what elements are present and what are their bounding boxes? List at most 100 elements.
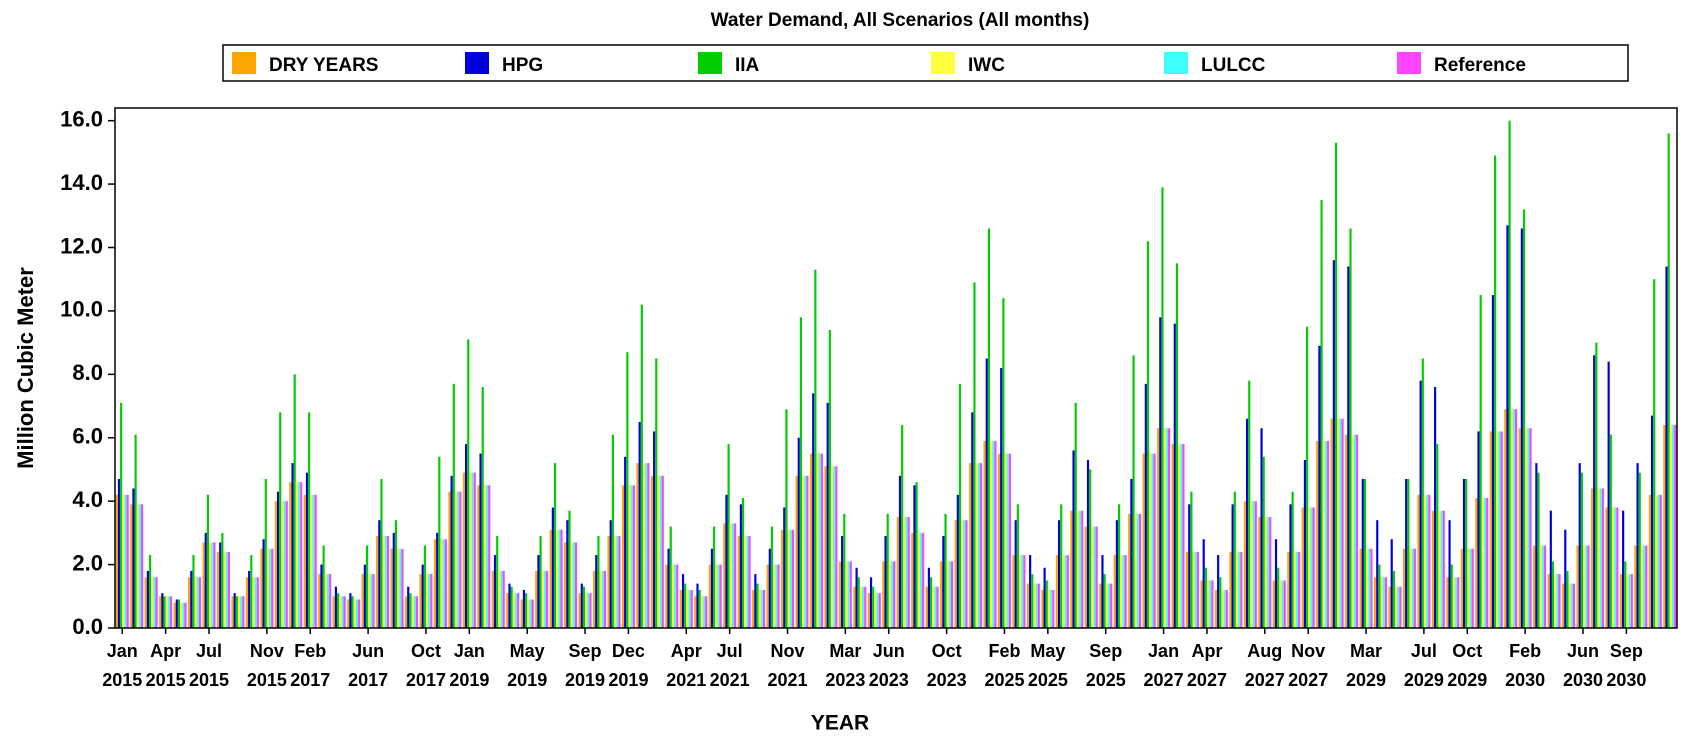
bar: [915, 482, 918, 628]
y-tick-label: 14.0: [60, 170, 103, 195]
x-tick-label: Feb 2025: [984, 641, 1024, 690]
bar: [564, 542, 567, 628]
bar: [1060, 504, 1063, 628]
bar: [237, 596, 241, 628]
y-tick-label: 16.0: [60, 106, 103, 131]
bar: [498, 570, 501, 628]
bar: [279, 412, 282, 628]
x-tick-label-line: 2021: [710, 670, 750, 690]
bar: [566, 520, 569, 628]
bar: [380, 478, 383, 628]
bar: [419, 574, 422, 628]
bar: [1138, 513, 1142, 628]
bar: [506, 593, 509, 628]
bar: [901, 425, 904, 628]
bar: [710, 548, 714, 628]
bar: [274, 501, 277, 628]
bar: [433, 539, 437, 628]
bar: [1388, 586, 1391, 628]
bar: [491, 570, 494, 628]
x-tick-label: Jun 2017: [348, 641, 388, 690]
bar: [1614, 507, 1617, 628]
bar: [1298, 551, 1301, 628]
bar: [256, 577, 259, 628]
bar: [1178, 444, 1181, 628]
bar: [1520, 228, 1523, 629]
bar: [985, 358, 988, 628]
bar: [539, 536, 542, 628]
bar: [283, 501, 286, 628]
bar: [1580, 472, 1583, 628]
bar: [595, 555, 598, 628]
bar: [264, 478, 267, 628]
bar: [1434, 387, 1437, 628]
bar: [276, 491, 280, 628]
bar: [1585, 545, 1588, 628]
bar: [479, 453, 482, 628]
bar: [1306, 326, 1309, 628]
bar: [320, 564, 323, 628]
bar: [787, 529, 790, 628]
bar: [493, 555, 497, 628]
bar: [890, 561, 894, 628]
bar: [196, 577, 199, 628]
legend-swatch: [1397, 52, 1421, 74]
x-tick-label-line: Jul: [1411, 641, 1437, 661]
bar: [1370, 548, 1373, 628]
bar: [1110, 583, 1113, 628]
x-tick-label-line: 2023: [825, 670, 865, 690]
bar: [1566, 570, 1569, 628]
bar: [520, 599, 523, 628]
bar: [300, 482, 303, 628]
bar: [132, 488, 135, 628]
bar: [173, 602, 176, 628]
bar: [1330, 418, 1333, 628]
x-tick-label-line: May: [1030, 641, 1065, 661]
bar: [582, 586, 586, 628]
bar: [297, 482, 301, 628]
bar: [560, 529, 563, 628]
bar: [167, 596, 170, 628]
bar: [630, 485, 633, 628]
legend-label: IWC: [968, 55, 1005, 76]
bar: [384, 536, 387, 628]
bar: [314, 494, 317, 628]
bar: [1095, 526, 1098, 628]
bar: [621, 485, 625, 628]
bar: [1089, 469, 1092, 628]
bar: [853, 586, 856, 628]
bar: [394, 520, 398, 628]
x-tick-label: May 2019: [507, 641, 547, 690]
bar: [308, 412, 311, 628]
bar: [219, 542, 222, 628]
bar: [1312, 507, 1315, 628]
bar: [770, 526, 774, 628]
bar: [1008, 453, 1011, 628]
bar: [165, 596, 168, 628]
bar: [293, 374, 296, 628]
bar: [752, 589, 755, 628]
bar: [535, 570, 538, 628]
bar: [913, 485, 916, 628]
bar: [136, 504, 139, 628]
bar: [134, 434, 137, 628]
bar: [250, 555, 253, 628]
x-tick-label-line: Jan: [454, 641, 485, 661]
x-tick-label: Oct 2023: [927, 641, 967, 690]
bar: [785, 409, 788, 628]
bar: [115, 494, 118, 628]
bar: [1122, 555, 1125, 628]
bar: [347, 599, 350, 628]
bar: [572, 542, 575, 628]
x-tick-label-line: Nov: [1291, 641, 1325, 661]
bar: [1491, 295, 1495, 628]
bar: [1421, 358, 1424, 628]
bar: [841, 536, 844, 628]
bar: [430, 574, 433, 628]
x-tick-label: Jan 2027: [1144, 641, 1184, 690]
bar: [512, 593, 515, 628]
bar: [886, 513, 889, 628]
bar: [248, 570, 251, 628]
bar: [436, 532, 439, 628]
bar: [746, 536, 749, 628]
